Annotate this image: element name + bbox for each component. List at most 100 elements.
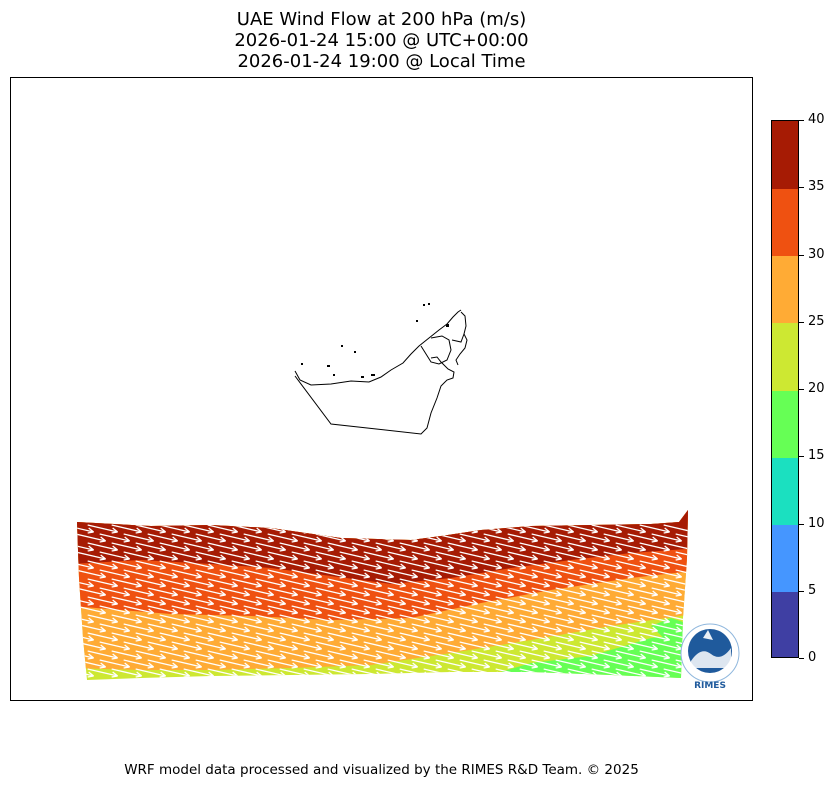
wind-arrow [351,524,383,534]
wind-arrow [303,632,335,642]
wind-arrow [627,551,659,561]
wind-arrow [147,551,179,561]
wind-arrow [339,659,371,669]
credit-footer: WRF model data processed and visualized … [124,762,639,778]
wind-arrow [603,533,635,543]
wind-arrow [339,623,371,633]
wind-arrow [555,533,587,543]
wind-arrow [447,542,479,552]
wind-arrow [459,551,491,561]
wind-arrow [171,551,203,561]
wind-arrow [567,632,599,642]
wind-arrow [315,551,347,561]
wind-arrow [351,650,383,660]
wind-arrow [243,659,275,669]
wind-arrow [291,605,323,615]
wind-arrow [435,641,467,651]
wind-arrow [87,560,119,570]
wind-arrow [111,632,143,642]
colorbar-segment [772,322,798,391]
wind-arrow [267,605,299,615]
wind-arrow [195,569,227,579]
wind-arrow [267,569,299,579]
wind-arrow [111,596,143,606]
wind-arrow [555,641,587,651]
wind-arrow [267,641,299,651]
uae-coastline [294,309,468,435]
colorbar-segment [772,457,798,525]
wind-arrow [207,650,239,660]
wind-arrow [519,632,551,642]
wind-arrow [411,623,443,633]
wind-arrow [159,596,191,606]
wind-arrow [483,587,515,597]
wind-arrow [111,560,143,570]
wind-arrow [435,605,467,615]
wind-arrow [483,659,515,669]
wind-arrow [435,551,467,561]
wind-arrow [207,524,239,534]
local-time: 2026-01-24 19:00 @ Local Time [237,51,526,72]
wind-arrow [471,650,503,660]
wind-arrow [231,614,263,624]
wind-arrow [231,650,263,660]
wind-arrow [543,560,575,570]
wind-arrow [567,542,599,552]
wind-arrow [543,632,575,642]
colorbar-label: 5 [808,583,817,598]
wind-arrow [579,605,611,615]
wind-arrow [507,533,539,543]
wind-arrow [387,659,419,669]
wind-arrow [627,587,659,597]
wind-arrow [639,668,671,678]
wind-arrow [243,623,275,633]
wind-arrow [447,578,479,588]
wind-arrow [255,632,287,642]
wind-arrow [171,659,203,669]
wind-arrow [519,560,551,570]
wind-arrow [519,596,551,606]
wind-arrow [675,641,688,651]
wind-arrow [651,659,683,669]
wind-arrow [519,614,551,624]
wind-arrow [77,551,107,561]
colorbar-tick [799,389,804,390]
wind-arrow [615,650,647,660]
wind-arrow [375,632,407,642]
wind-arrow [267,659,299,669]
wind-arrow [99,533,131,543]
wind-arrow [183,524,215,534]
wind-arrow [495,578,527,588]
wind-arrow [99,659,131,669]
wind-arrow [411,605,443,615]
wind-arrow [279,578,311,588]
wind-arrow [77,542,95,552]
wind-arrow [315,659,347,669]
wind-arrow [77,524,95,534]
wind-arrow [603,605,635,615]
wind-arrow [303,596,335,606]
wind-arrow [255,650,287,660]
wind-arrow [531,551,563,561]
rimes-logo: RIMES [680,623,740,691]
wind-arrow [171,623,203,633]
wind-arrow [591,632,623,642]
wind-arrow [423,614,455,624]
wind-arrow [135,524,167,534]
wind-arrow [111,668,143,678]
wind-arrow [315,641,347,651]
wind-arrow [675,533,688,543]
wind-arrow [159,614,191,624]
wind-arrow [123,623,155,633]
wind-arrow [243,551,275,561]
wind-arrow [351,614,383,624]
wind-arrow [459,659,491,669]
wind-arrow [77,560,95,570]
wind-arrow [219,587,251,597]
wind-arrow [243,605,275,615]
wind-arrow [363,605,395,615]
wind-arrow [531,623,563,633]
colorbar-label: 10 [808,516,825,531]
wind-arrow [135,596,167,606]
wind-arrow [291,587,323,597]
